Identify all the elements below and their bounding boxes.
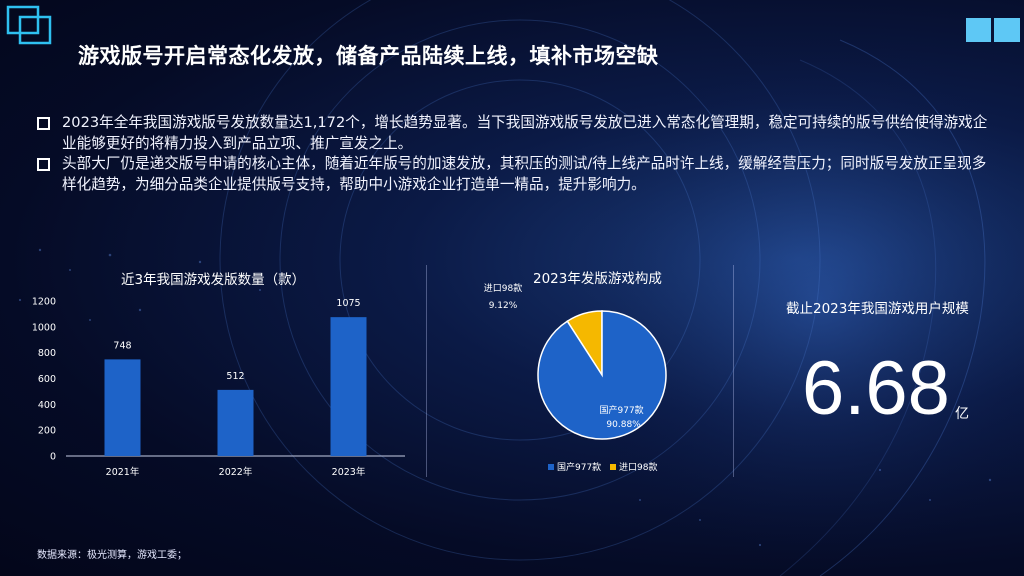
y-tick-label: 0 — [50, 452, 56, 463]
legend-label: 国产977款 — [557, 461, 601, 473]
bar-chart-title: 近3年我国游戏发版数量（款） — [121, 272, 306, 288]
bar — [104, 359, 141, 456]
bullet-item: 头部大厂仍是递交版号申请的核心主体，随着近年版号的加速发放，其积压的测试/待上线… — [37, 154, 997, 195]
page-title: 游戏版号开启常态化发放，储备产品陆续上线，填补市场空缺 — [78, 44, 659, 68]
pie-slice-percent: 9.12% — [489, 301, 518, 311]
data-source: 数据来源：极光测算，游戏工委； — [37, 550, 187, 561]
bullet-text: 2023年全年我国游戏版号发放数量达1,172个，增长趋势显著。当下我国游戏版号… — [62, 114, 988, 152]
legend-swatch — [610, 464, 616, 470]
bullet-text: 头部大厂仍是递交版号申请的核心主体，随着近年版号的加速发放，其积压的测试/待上线… — [62, 155, 987, 193]
user-scale-label: 截止2023年我国游戏用户规模 — [786, 301, 969, 317]
legend-swatch — [548, 464, 554, 470]
y-tick-label: 600 — [38, 374, 56, 385]
y-tick-label: 200 — [38, 426, 56, 437]
y-tick-label: 1200 — [32, 297, 56, 308]
corner-tiles-icon — [966, 18, 1020, 42]
bullet-item: 2023年全年我国游戏版号发放数量达1,172个，增长趋势显著。当下我国游戏版号… — [37, 113, 997, 154]
y-tick-label: 800 — [38, 348, 56, 359]
pie-slice — [537, 310, 667, 440]
pie-chart-title: 2023年发版游戏构成 — [533, 271, 662, 287]
bar-value-label: 1075 — [336, 298, 360, 309]
square-bullet-icon — [37, 117, 50, 130]
pie-slice-percent: 90.88% — [606, 420, 641, 430]
x-tick-label: 2023年 — [332, 466, 366, 478]
x-tick-label: 2022年 — [219, 466, 253, 478]
y-tick-label: 1000 — [32, 322, 56, 333]
bar-chart: 0 200 400 600 800 1000 1200 748 2021年 512 2022年 107… — [32, 297, 405, 478]
pie-slice-label: 进口98款 — [484, 282, 522, 294]
bar-value-label: 748 — [113, 340, 131, 351]
bar-value-label: 512 — [226, 371, 244, 382]
pie-slice-label: 国产977款 — [600, 404, 644, 416]
square-bullet-icon — [37, 158, 50, 171]
bar — [217, 389, 254, 456]
bullet-list: 2023年全年我国游戏版号发放数量达1,172个，增长趋势显著。当下我国游戏版号… — [37, 113, 997, 195]
logo-squares-icon — [6, 5, 52, 45]
divider-left — [426, 265, 427, 477]
user-scale-unit: 亿 — [955, 406, 969, 422]
divider-right — [733, 265, 734, 477]
y-tick-label: 400 — [38, 400, 56, 411]
user-scale-value: 6.68 — [802, 346, 950, 431]
bar — [330, 317, 367, 456]
legend-label: 进口98款 — [619, 461, 657, 473]
x-tick-label: 2021年 — [106, 466, 140, 478]
